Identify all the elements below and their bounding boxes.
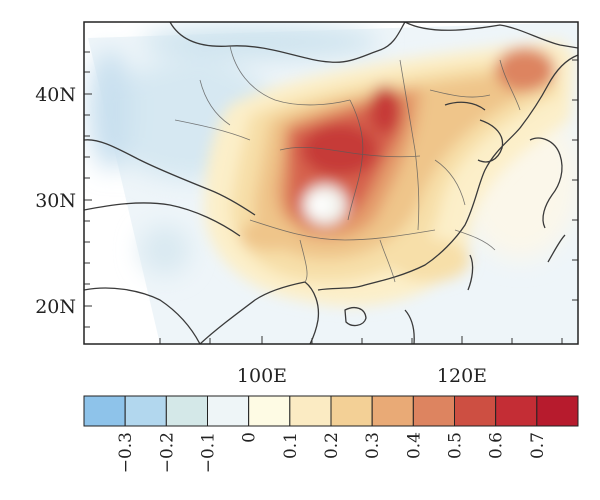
lat-label-30: 30N [35, 190, 76, 212]
colorbar-label: 0 [240, 432, 260, 443]
colorbar-label: 0.2 [322, 432, 342, 459]
latitude-axis: 40N 30N 20N [35, 84, 76, 318]
map-frame [83, 21, 579, 345]
lon-label-120e: 120E [437, 365, 487, 387]
lat-label-40: 40N [35, 84, 76, 106]
minor-ticks [84, 51, 578, 344]
colorbar-label: −0.1 [199, 432, 219, 473]
colorbar-swatch [289, 395, 332, 427]
colorbar: −0.3 −0.2 −0.1 0 0.1 0.2 0.3 0.4 0.5 0.6 0.7 [83, 395, 579, 473]
lon-label-100e: 100E [237, 365, 287, 387]
colorbar-label: 0.6 [487, 432, 507, 459]
colorbar-swatch [371, 395, 414, 427]
colorbar-label: 0.4 [404, 432, 424, 459]
colorbar-label: 0.3 [363, 432, 383, 459]
colorbar-swatch [412, 395, 456, 427]
lat-label-20: 20N [35, 296, 76, 318]
colorbar-swatch [536, 395, 579, 427]
colorbar-label: −0.2 [157, 432, 177, 473]
colorbar-label: −0.3 [116, 432, 136, 473]
anomaly-field [204, 40, 575, 307]
colorbar-label: 0.1 [281, 432, 301, 459]
colorbar-swatch [83, 395, 126, 427]
colorbar-swatch [165, 395, 208, 427]
colorbar-swatch [454, 395, 497, 427]
colorbar-label: 0.7 [528, 432, 548, 459]
colorbar-swatch [207, 395, 250, 427]
colorbar-label: 0.5 [446, 432, 466, 459]
colorbar-swatch [124, 395, 167, 427]
map-panel [84, 22, 578, 344]
colorbar-swatch [495, 395, 538, 427]
colorbar-swatch [248, 395, 291, 427]
colorbar-swatch [330, 395, 373, 427]
data-domain [88, 22, 578, 344]
province-lines [174, 45, 521, 283]
longitude-axis: 100E 120E [237, 365, 487, 387]
country-and-coast-lines [84, 22, 578, 344]
